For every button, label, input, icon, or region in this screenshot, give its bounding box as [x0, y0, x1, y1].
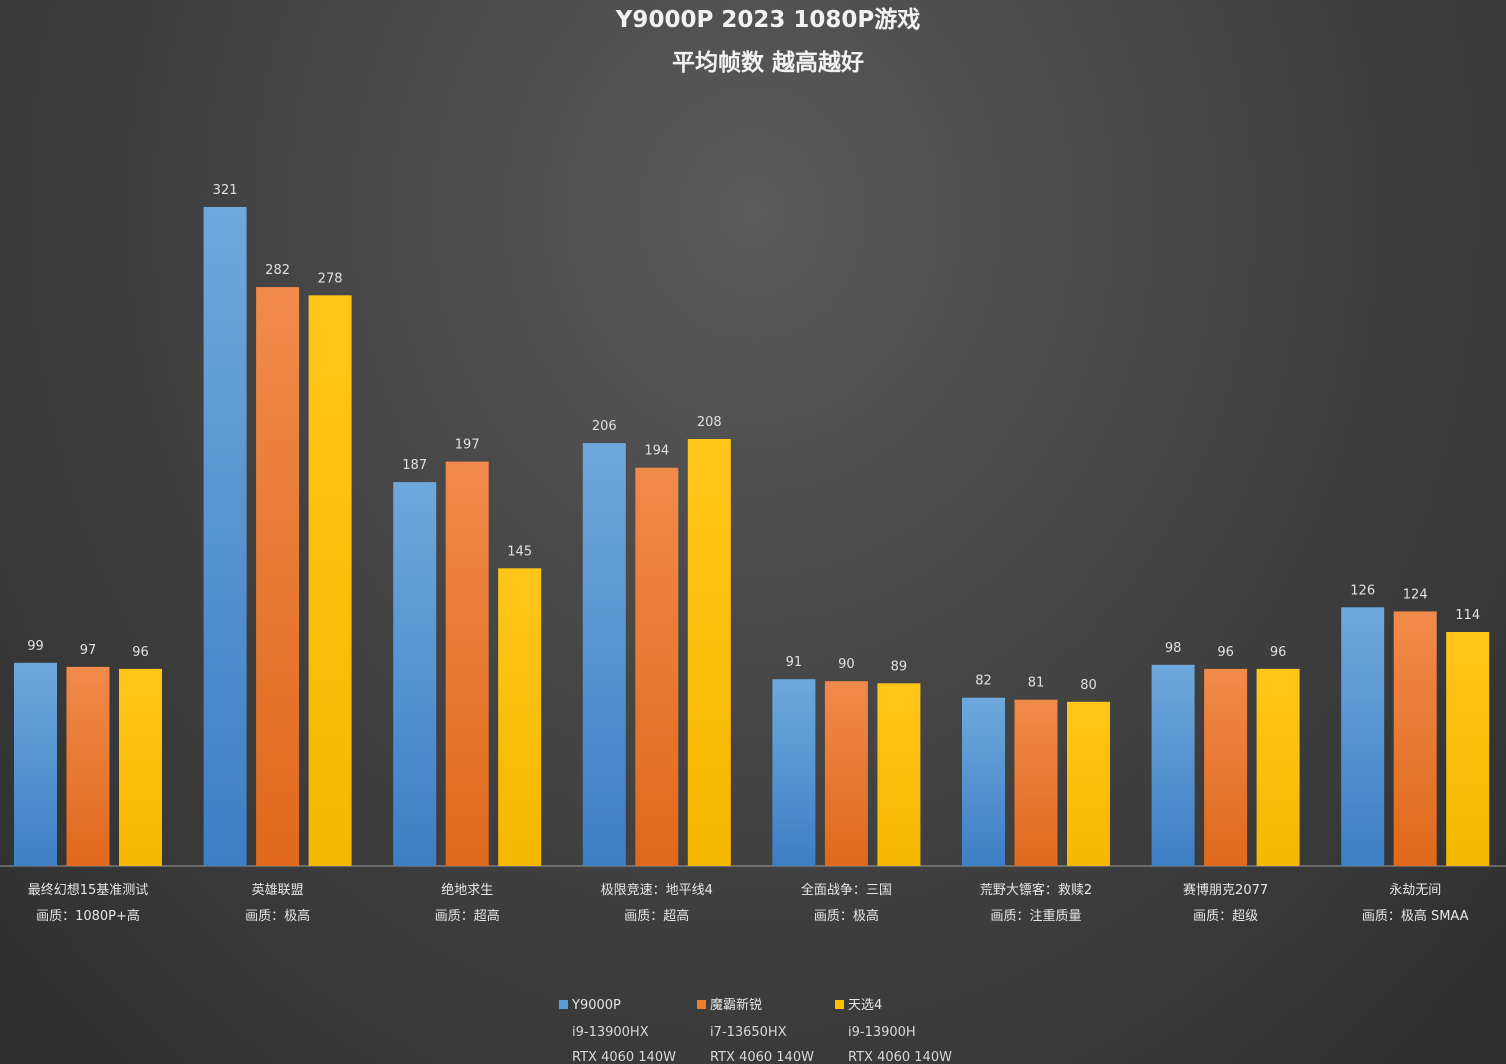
- data-label: 97: [80, 643, 97, 658]
- data-label: 96: [132, 645, 149, 660]
- bar: [66, 666, 110, 866]
- legend-swatch: [697, 1000, 706, 1009]
- data-label: 282: [265, 263, 290, 278]
- data-label: 187: [402, 458, 427, 473]
- legend-cpu: i9-13900H: [848, 1025, 916, 1040]
- legend-entry: 魔霸新锐: [710, 997, 762, 1013]
- data-label: 99: [27, 639, 44, 654]
- data-label: 82: [975, 674, 992, 689]
- chart-subtitle: 平均帧数 越高越好: [672, 49, 864, 76]
- bar: [445, 461, 489, 866]
- bar: [824, 681, 868, 866]
- bar: [203, 207, 247, 866]
- bar: [393, 482, 437, 866]
- bar: [962, 697, 1005, 866]
- data-label: 89: [891, 659, 908, 674]
- data-label: 124: [1403, 587, 1428, 602]
- category-setting-label: 画质：极高 SMAA: [1362, 908, 1469, 924]
- category-label: 英雄联盟: [252, 883, 304, 898]
- bar: [772, 679, 816, 866]
- bar: [635, 467, 679, 866]
- bar: [877, 683, 921, 866]
- data-label: 126: [1350, 583, 1375, 598]
- bar: [256, 287, 300, 867]
- category-label: 绝地求生: [441, 882, 493, 898]
- legend-gpu: RTX 4060 140W: [710, 1050, 814, 1064]
- bar: [1067, 701, 1110, 866]
- data-label: 80: [1080, 678, 1097, 693]
- data-label: 114: [1455, 608, 1480, 623]
- legend-cpu: i7-13650HX: [710, 1025, 787, 1040]
- data-label: 96: [1270, 645, 1287, 660]
- data-label: 208: [697, 415, 722, 430]
- bar: [14, 662, 57, 866]
- legend: Y9000P i9-13900HX RTX 4060 140W 魔霸新锐 i7-1365…: [559, 997, 952, 1064]
- category-label: 赛博朋克2077: [1183, 882, 1268, 898]
- data-label: 98: [1165, 641, 1182, 656]
- category-setting-label: 画质：超高: [624, 908, 689, 924]
- data-label: 81: [1028, 676, 1045, 691]
- bar: [308, 295, 352, 866]
- data-label: 206: [592, 419, 617, 434]
- data-label: 145: [507, 544, 532, 559]
- data-label: 194: [644, 444, 669, 459]
- bar: [1393, 611, 1437, 866]
- bar: [119, 668, 162, 866]
- chart-title: Y9000P 2023 1080P游戏: [615, 6, 920, 33]
- legend-entry: 天选4: [848, 998, 882, 1013]
- legend-swatch: [559, 1000, 568, 1009]
- bar: [498, 568, 542, 866]
- bar: [1204, 668, 1248, 866]
- data-label: 91: [786, 655, 803, 670]
- data-label: 321: [213, 183, 238, 198]
- category-setting-label: 画质：极高: [245, 908, 310, 924]
- category-setting-label: 画质：超高: [435, 908, 500, 924]
- category-label: 永劫无间: [1389, 883, 1441, 898]
- category-label: 荒野大镖客：救赎2: [980, 882, 1092, 898]
- bar: [1446, 632, 1490, 866]
- data-label: 278: [318, 271, 343, 286]
- category-setting-label: 画质：超级: [1193, 909, 1258, 924]
- category-label: 极限竞速：地平线4: [601, 882, 713, 898]
- bar: [1151, 664, 1195, 866]
- bar: [687, 439, 731, 866]
- legend-gpu: RTX 4060 140W: [572, 1050, 676, 1064]
- legend-swatch: [835, 1000, 844, 1009]
- category-label: 最终幻想15基准测试: [28, 882, 149, 898]
- category-label: 全面战争：三国: [801, 882, 892, 898]
- category-setting-label: 画质：注重质量: [990, 908, 1081, 924]
- bar: [1014, 699, 1058, 866]
- bar: [1256, 668, 1300, 866]
- data-label: 197: [455, 438, 480, 453]
- value-labels-group: 99 97 96 321 282 278 187 197 145 206 194 208 91 90 89 8…: [27, 183, 1480, 693]
- bar: [582, 443, 626, 866]
- bars-group: [14, 207, 1490, 867]
- data-label: 96: [1217, 645, 1234, 660]
- legend-cpu: i9-13900HX: [572, 1025, 649, 1040]
- category-setting-label: 画质：极高: [814, 908, 879, 924]
- legend-entry: Y9000P: [571, 998, 621, 1013]
- category-setting-label: 画质：1080P+高: [36, 908, 140, 924]
- legend-gpu: RTX 4060 140W: [848, 1050, 952, 1064]
- data-label: 90: [838, 657, 855, 672]
- bar: [1341, 607, 1385, 866]
